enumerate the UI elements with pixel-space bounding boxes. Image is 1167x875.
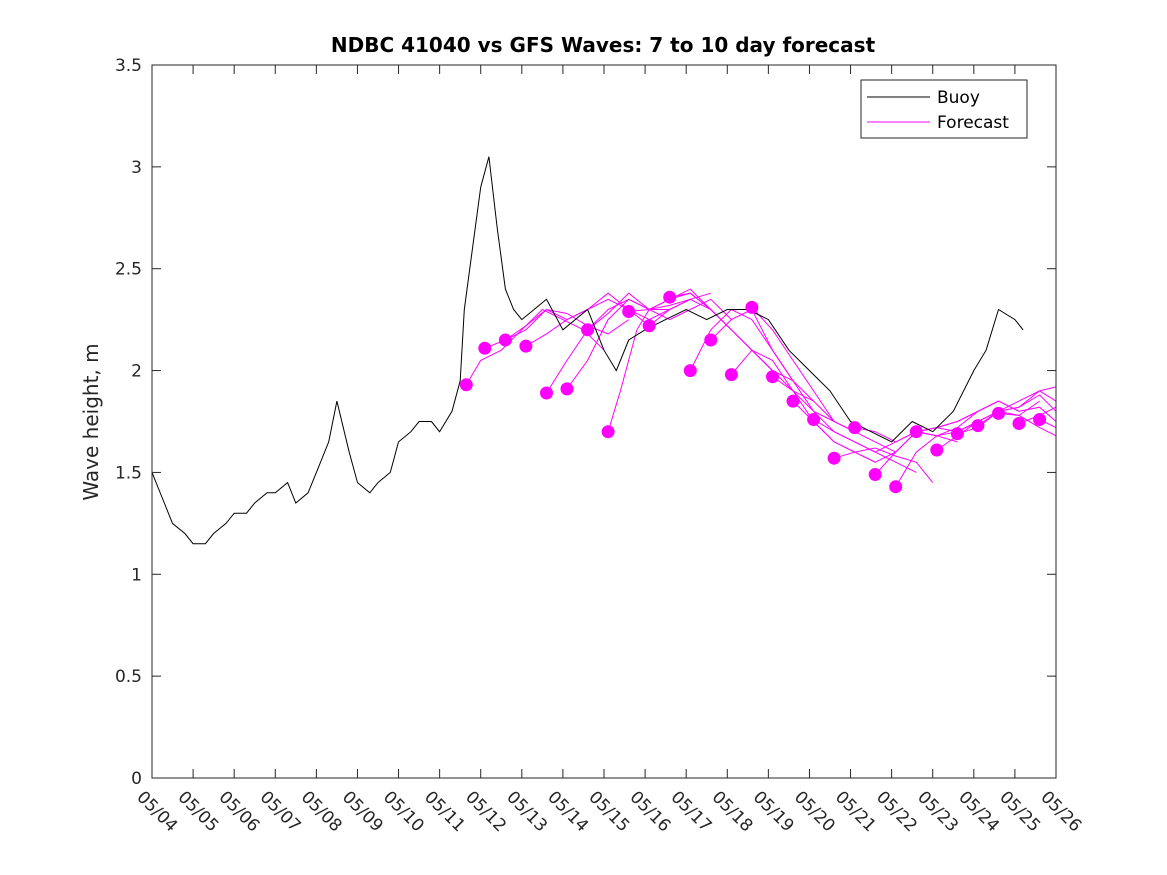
forecast-marker — [581, 323, 595, 337]
x-tick-label: 05/09 — [338, 787, 387, 836]
forecast-marker — [807, 413, 821, 426]
y-tick-label: 2.5 — [115, 260, 142, 280]
legend-buoy-label: Buoy — [937, 88, 980, 108]
plot-data-layer — [151, 156, 1057, 545]
y-tick-label: 0 — [131, 769, 142, 789]
x-tick-label: 05/21 — [831, 787, 880, 836]
x-tick-label: 05/26 — [1036, 787, 1085, 836]
forecast-marker — [848, 421, 862, 435]
y-axis-label: Wave height, m — [79, 343, 103, 500]
forecast-marker — [540, 386, 553, 400]
x-tick-label: 05/11 — [420, 787, 469, 836]
legend: Buoy Forecast — [860, 79, 1028, 139]
forecast-marker — [889, 480, 903, 494]
plot-area — [152, 65, 1056, 778]
forecast-line — [977, 386, 1057, 427]
chart-title: NDBC 41040 vs GFS Waves: 7 to 10 day for… — [331, 33, 876, 57]
forecast-marker — [930, 443, 944, 457]
x-tick-label: 05/08 — [297, 787, 346, 836]
y-tick-label: 2 — [131, 362, 142, 382]
x-tick-label: 05/22 — [872, 787, 921, 836]
x-tick-label: 05/18 — [708, 787, 757, 836]
y-tick-label: 3 — [131, 158, 142, 178]
x-tick-label: 05/13 — [502, 787, 551, 836]
forecast-marker — [868, 468, 882, 481]
forecast-marker — [601, 425, 615, 439]
forecast-line — [587, 292, 732, 331]
forecast-marker — [724, 368, 738, 382]
forecast-line — [525, 298, 670, 347]
x-tick-label: 05/06 — [215, 787, 264, 836]
forecast-line — [669, 292, 814, 402]
forecast-marker — [498, 333, 512, 347]
forecast-marker — [560, 382, 574, 396]
forecast-marker — [1033, 413, 1047, 426]
x-tick-label: 05/19 — [749, 787, 798, 836]
forecast-marker — [971, 419, 985, 433]
buoy-line — [151, 156, 1024, 545]
x-tick-label: 05/07 — [256, 787, 305, 836]
forecast-marker — [622, 305, 636, 318]
y-axis: 0 0.5 1 1.5 2 2.5 3 3.5 — [115, 56, 1056, 789]
forecast-marker — [766, 370, 779, 384]
forecast-marker — [786, 394, 800, 408]
y-tick-label: 3.5 — [115, 56, 142, 76]
forecast-marker — [704, 333, 718, 347]
forecast-line — [751, 307, 896, 453]
forecast-line — [916, 400, 1057, 433]
forecast-marker — [745, 300, 759, 314]
x-tick-label: 05/20 — [790, 787, 839, 836]
x-tick-label: 05/23 — [913, 787, 962, 836]
forecast-marker — [683, 364, 697, 378]
forecast-line — [689, 308, 835, 422]
forecast-marker — [992, 406, 1005, 420]
y-tick-label: 1 — [131, 565, 142, 585]
x-tick-label: 05/05 — [174, 787, 223, 836]
legend-forecast-label: Forecast — [937, 113, 1009, 133]
forecast-marker — [478, 341, 492, 355]
y-tick-label: 1.5 — [115, 463, 142, 483]
x-tick-label: 05/17 — [667, 787, 716, 836]
forecast-marker — [827, 451, 841, 465]
forecast-line — [546, 298, 691, 394]
x-tick-label: 05/15 — [584, 787, 633, 836]
forecast-line — [710, 308, 855, 433]
x-tick-label: 05/04 — [132, 787, 181, 836]
forecast-marker — [663, 290, 677, 304]
x-tick-label: 05/25 — [995, 787, 1044, 836]
forecast-line — [998, 412, 1057, 437]
y-tick-label: 0.5 — [115, 667, 142, 687]
x-tick-label: 05/10 — [379, 787, 428, 836]
x-tick-label: 05/24 — [954, 787, 1003, 836]
forecast-marker — [459, 378, 473, 392]
forecast-marker — [950, 427, 964, 441]
legend-box — [860, 79, 1028, 139]
x-tick-label: 05/14 — [543, 787, 592, 836]
forecast-line — [465, 308, 605, 386]
forecast-marker — [909, 425, 923, 439]
forecast-marker — [519, 339, 533, 353]
forecast-marker — [1012, 417, 1026, 430]
x-tick-label: 05/12 — [461, 787, 510, 836]
x-tick-label: 05/16 — [626, 787, 675, 836]
forecast-marker — [642, 319, 656, 333]
